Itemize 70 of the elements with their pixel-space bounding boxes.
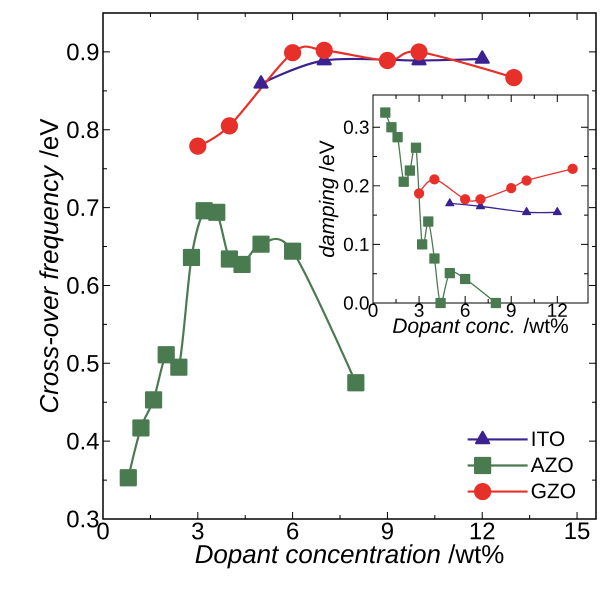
point xyxy=(208,204,226,221)
y-tick-label: 0.5 xyxy=(67,354,98,372)
point xyxy=(429,174,440,185)
x-tick-label: 6 xyxy=(460,304,470,317)
point xyxy=(410,142,422,153)
point xyxy=(120,469,137,486)
point xyxy=(506,183,516,194)
point xyxy=(423,216,434,227)
point xyxy=(475,194,486,204)
point xyxy=(182,248,200,266)
point xyxy=(284,242,302,260)
point xyxy=(521,175,532,186)
point xyxy=(444,268,455,278)
point xyxy=(386,122,397,132)
x-tick-label: 3 xyxy=(414,304,424,317)
point xyxy=(380,107,390,118)
point xyxy=(404,165,416,176)
x-tick-label: 12 xyxy=(548,304,567,317)
x-tick-label: 0 xyxy=(97,522,109,540)
point xyxy=(460,274,470,284)
legend-label: GZO xyxy=(532,484,576,498)
point xyxy=(378,52,396,70)
y-tick-label: 0.7 xyxy=(67,199,98,216)
x-tick-label: 0 xyxy=(368,304,378,317)
y-tick-label: 0.4 xyxy=(67,432,99,450)
point xyxy=(522,207,532,216)
legend-label: ITO xyxy=(532,431,564,446)
point xyxy=(189,138,206,155)
point xyxy=(410,43,428,61)
point xyxy=(435,298,446,308)
y-tick-label: 0.0 xyxy=(344,296,369,310)
point xyxy=(316,42,333,59)
y-tick-label: 0.3 xyxy=(344,120,369,134)
y-tick-label: 0.1 xyxy=(344,238,369,252)
x-tick-label: 12 xyxy=(470,522,494,540)
point xyxy=(252,236,270,253)
x-tick-label: 3 xyxy=(192,522,204,540)
y-tick-label: 0.3 xyxy=(67,510,98,528)
point xyxy=(505,69,522,86)
legend-label: AZO xyxy=(530,457,573,472)
point xyxy=(132,419,150,437)
y-tick-label: 0.8 xyxy=(67,121,98,138)
point xyxy=(552,207,562,216)
point xyxy=(460,194,470,204)
point xyxy=(398,176,409,187)
x-tick-label: 9 xyxy=(382,522,393,540)
x-tick-label: 6 xyxy=(287,522,298,540)
x-tick-label: 15 xyxy=(566,522,590,540)
point xyxy=(158,346,175,364)
point xyxy=(284,44,302,62)
point xyxy=(490,298,502,308)
point xyxy=(568,164,578,174)
y-tick-label: 0.6 xyxy=(67,277,98,294)
point xyxy=(170,358,188,376)
y-axis-title: damping /eV xyxy=(318,140,338,258)
point xyxy=(445,198,454,206)
point xyxy=(144,391,162,408)
point xyxy=(220,117,238,134)
x-axis-title: Dopant concentration /wt% xyxy=(196,544,504,568)
point xyxy=(233,256,251,274)
point xyxy=(429,253,440,264)
y-tick-label: 0.9 xyxy=(67,43,98,60)
point xyxy=(347,374,364,392)
y-axis-title: Cross-over frequency /eV xyxy=(39,118,64,412)
point xyxy=(392,132,403,142)
point xyxy=(417,239,428,250)
y-tick-label: 0.2 xyxy=(344,179,369,193)
x-tick-label: 9 xyxy=(506,304,516,317)
x-axis-title: Dopant conc. /wt% xyxy=(392,318,568,338)
point xyxy=(414,188,424,199)
